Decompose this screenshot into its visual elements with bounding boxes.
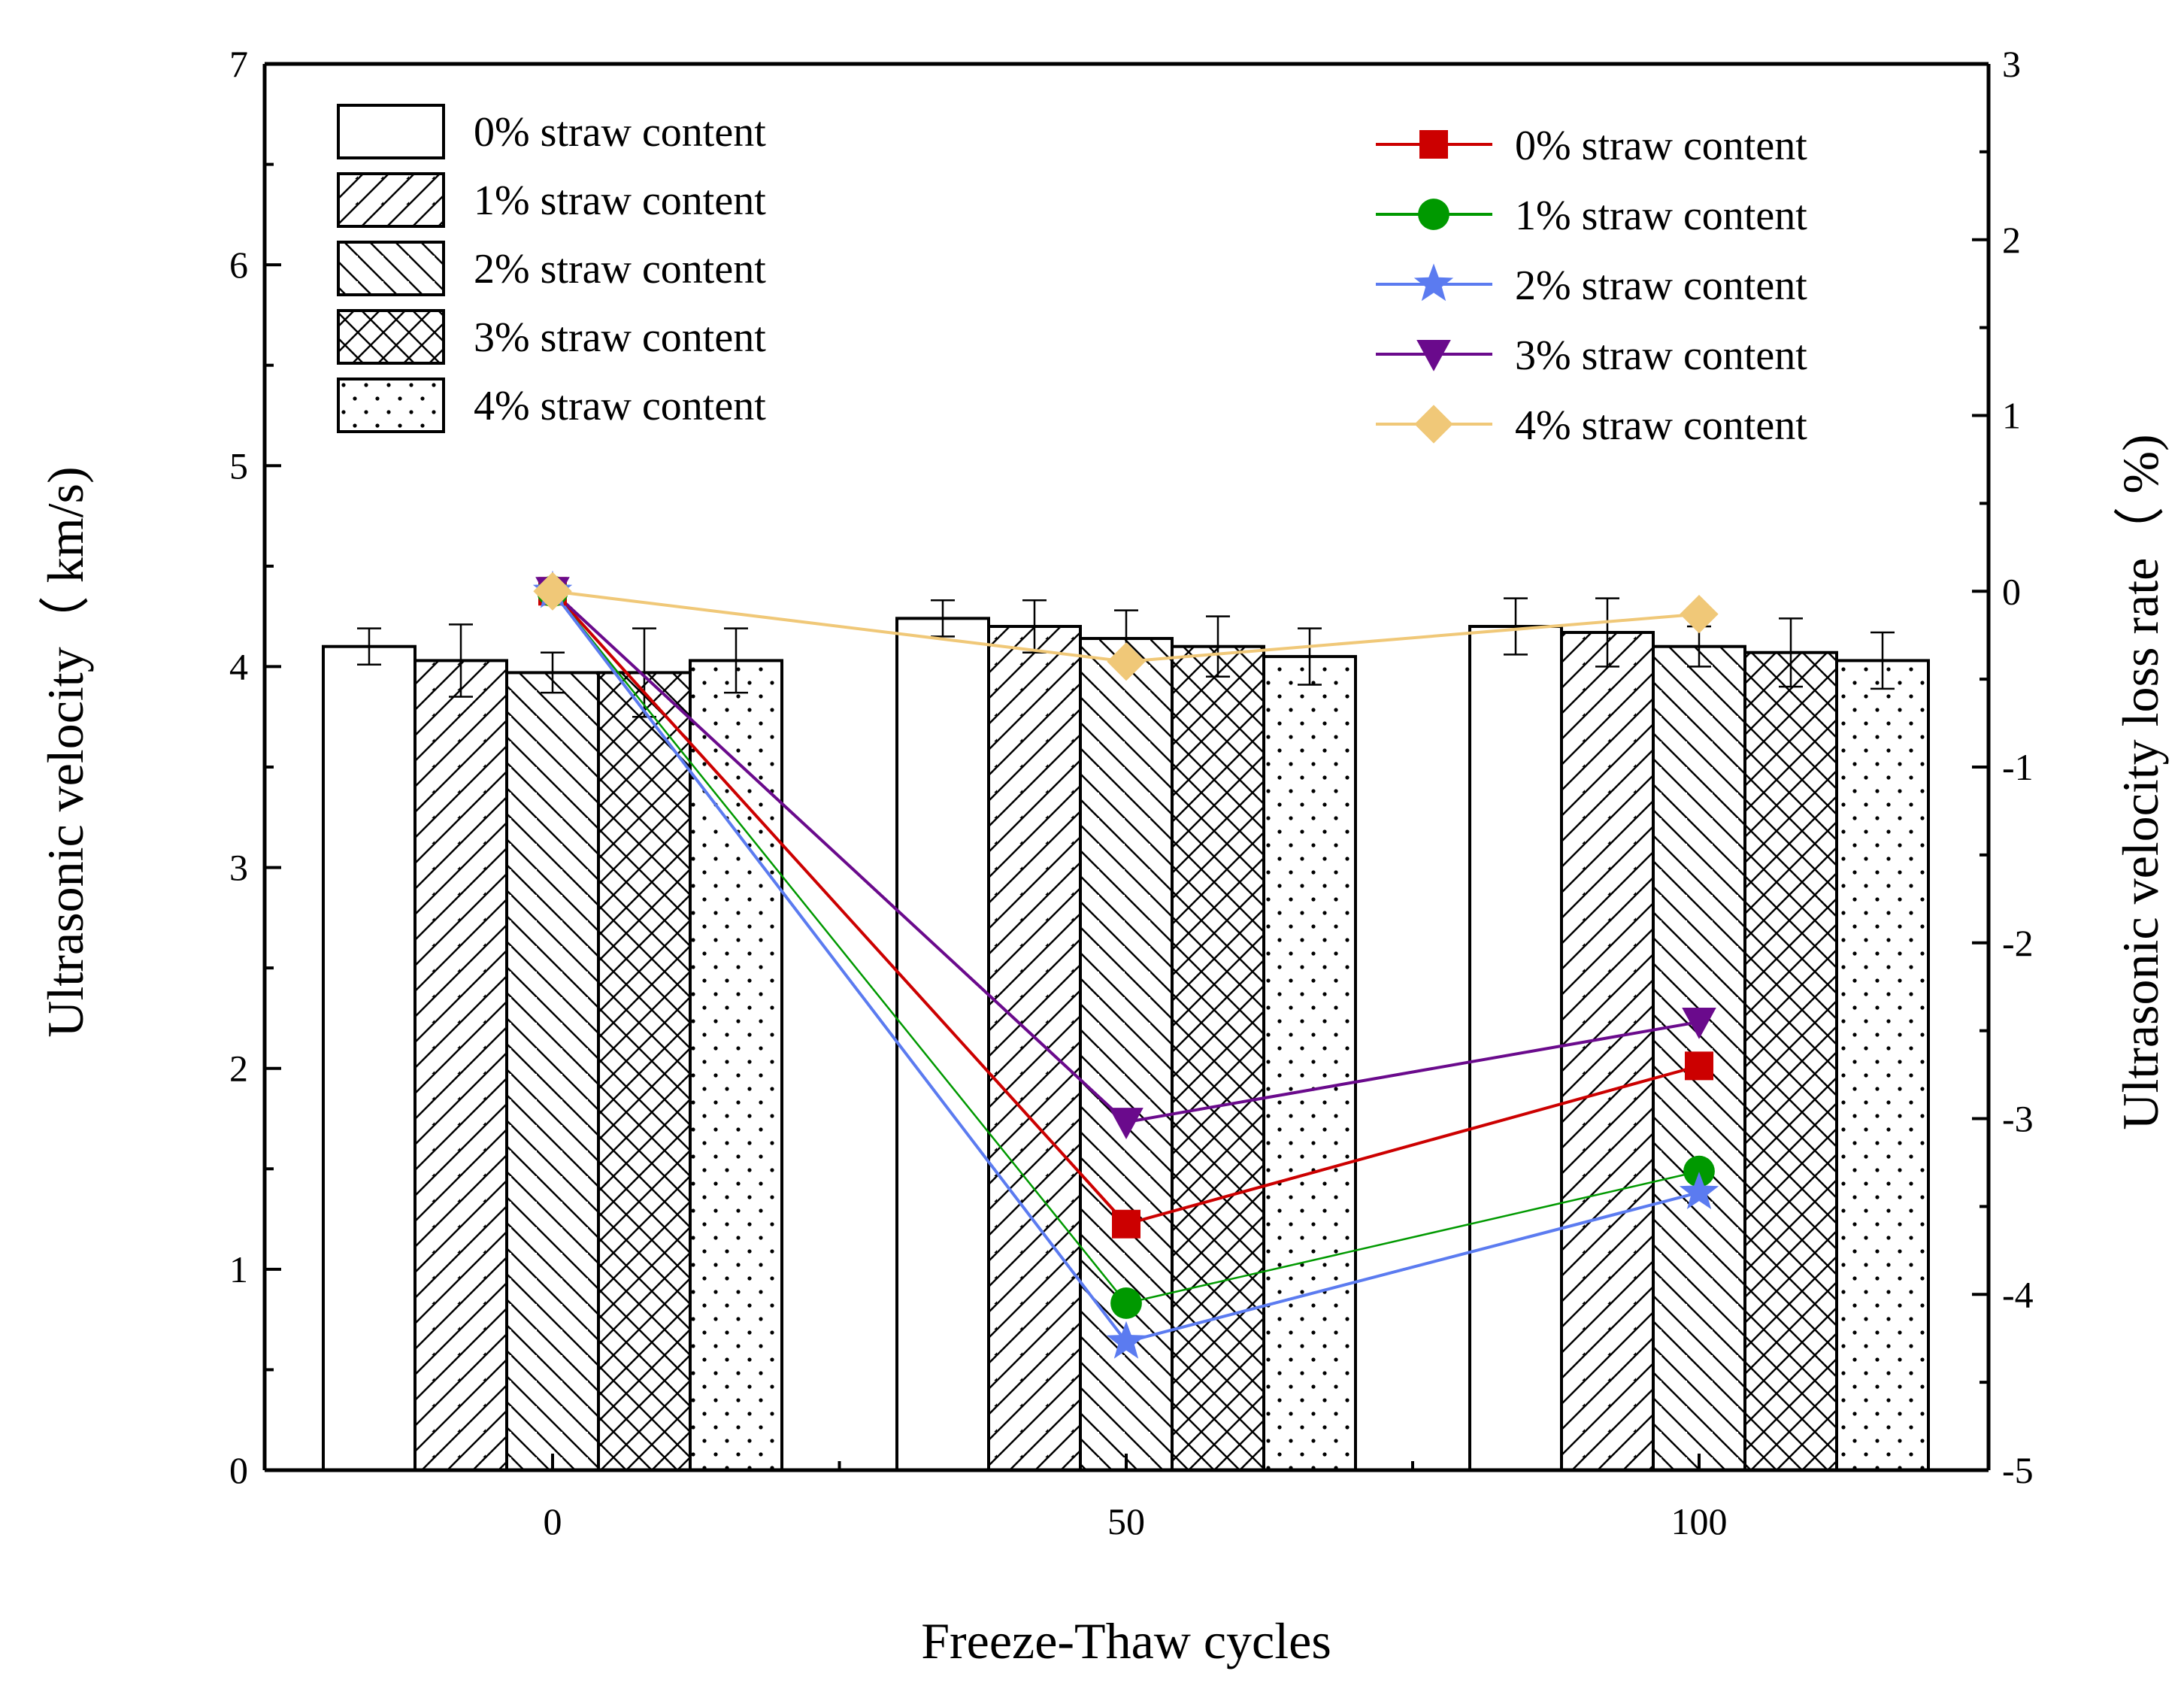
marker-triangle	[1682, 1007, 1716, 1039]
y-tick-label: 4	[229, 645, 248, 687]
legend-label: 4% straw content	[474, 383, 766, 429]
x-axis-title: Freeze-Thaw cycles	[921, 1612, 1331, 1669]
y2-tick-label: 3	[2002, 43, 2021, 85]
y-tick-label: 0	[229, 1449, 248, 1491]
marker-triangle	[1109, 1108, 1143, 1139]
y-axis-title: Ultrasonic velocity（ km/s)	[37, 466, 94, 1037]
legend-swatch	[337, 241, 445, 296]
marker-square	[1685, 1051, 1713, 1081]
bar	[1560, 631, 1655, 1472]
bar	[322, 644, 417, 1472]
legend-label: 3% straw content	[474, 314, 766, 361]
legend-swatch	[337, 378, 445, 433]
plot-area: 0 1 2 3 4 5 6 7 -5 -4 -3 -2 -1 0 1 2 3 0 50 100 0% straw con…	[229, 43, 2034, 1542]
y2-tick-label: 0	[2002, 570, 2021, 612]
marker-circle	[1683, 1155, 1715, 1187]
y2-tick-label: -3	[2002, 1098, 2034, 1140]
bar	[689, 659, 783, 1472]
bar	[1171, 644, 1265, 1472]
y2-axis-title: Ultrasonic velocity loss rate（ %)	[2112, 434, 2169, 1130]
y2-tick-label: 1	[2002, 395, 2021, 437]
marker-diamond	[533, 572, 572, 611]
bar	[1262, 655, 1357, 1472]
y2-tick-label: -1	[2002, 746, 2034, 788]
bar	[505, 671, 600, 1472]
y-tick-label: 3	[229, 847, 248, 889]
x-tick-label: 0	[544, 1500, 562, 1542]
legend-label: 3% straw content	[1515, 332, 1807, 379]
marker-star	[1106, 1321, 1147, 1359]
bar	[1835, 659, 1930, 1472]
x-tick-label: 100	[1671, 1500, 1728, 1542]
y-tick-label: 2	[229, 1048, 248, 1090]
marker-diamond	[1414, 405, 1453, 444]
y2-tick-label: -2	[2002, 922, 2034, 964]
y-tick-label: 1	[229, 1248, 248, 1290]
marker-square	[1419, 130, 1448, 159]
legend-label: 2% straw content	[474, 246, 766, 293]
legend-label: 0% straw content	[1515, 123, 1807, 169]
legend-label: 0% straw content	[474, 109, 766, 156]
marker-circle	[1110, 1287, 1142, 1319]
y2-tick-label: -5	[2002, 1449, 2034, 1491]
legend-label: 1% straw content	[1515, 193, 1807, 239]
legend-swatch	[337, 172, 445, 228]
bar	[597, 671, 692, 1472]
marker-square	[1112, 1209, 1140, 1239]
marker-triangle	[1416, 340, 1451, 371]
bar	[1743, 650, 1838, 1472]
bar	[413, 659, 508, 1472]
x-tick-label: 50	[1107, 1500, 1145, 1542]
legend-label: 2% straw content	[1515, 262, 1807, 309]
marker-diamond	[1680, 594, 1719, 634]
bar	[987, 625, 1082, 1472]
y-tick-label: 5	[229, 444, 248, 487]
y2-tick-label: -4	[2002, 1273, 2034, 1315]
legend-label: 4% straw content	[1515, 402, 1807, 449]
y-tick-label: 7	[229, 43, 248, 85]
marker-star	[1413, 263, 1454, 302]
y-tick-label: 6	[229, 244, 248, 286]
y2-tick-label: 2	[2002, 219, 2021, 261]
bar	[895, 617, 990, 1472]
legend-swatch	[337, 104, 445, 159]
marker-circle	[1418, 199, 1449, 230]
marker-diamond	[1107, 642, 1146, 681]
legend-swatch	[337, 309, 445, 365]
legend-label: 1% straw content	[474, 177, 766, 224]
marker-star	[1679, 1172, 1719, 1209]
